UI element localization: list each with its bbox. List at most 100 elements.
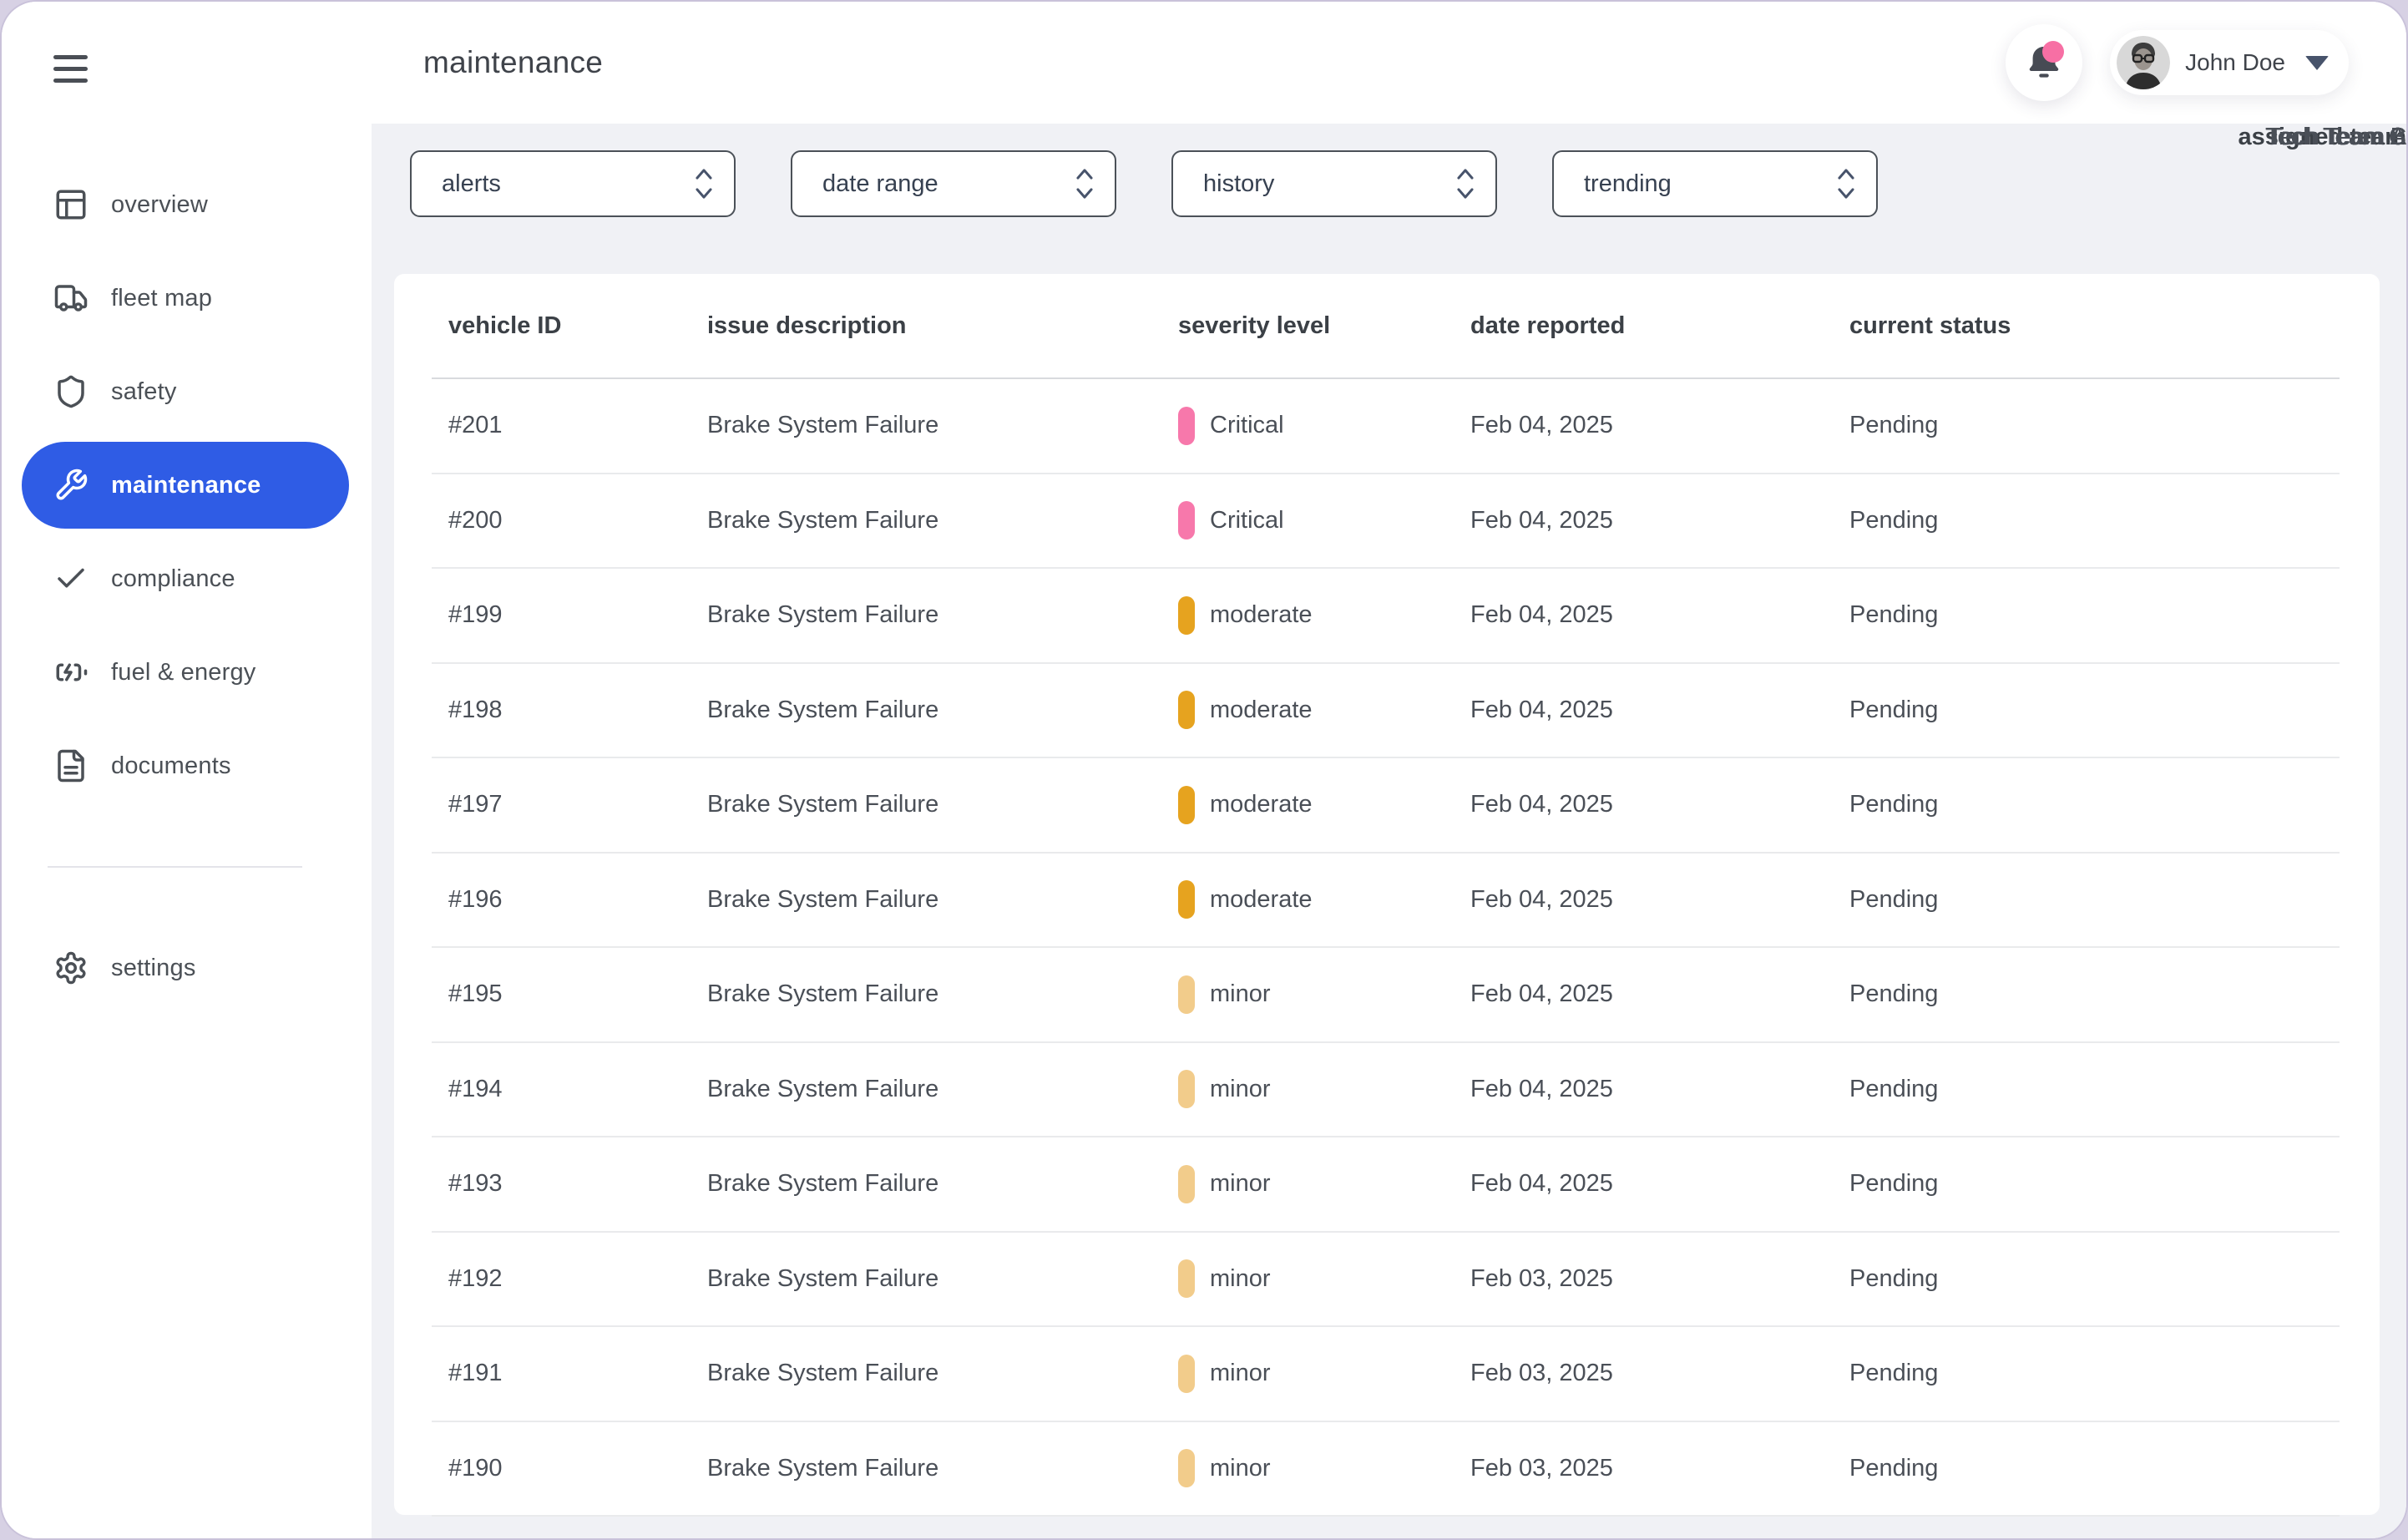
sidebar-item-label: maintenance	[111, 471, 261, 499]
column-header-issue: issue description	[707, 312, 907, 339]
date-cell: Feb 04, 2025	[1470, 885, 1613, 913]
table-row[interactable]: #198 Brake System Failure moderate Feb 0…	[432, 124, 2406, 758]
severity-label: Critical	[1210, 506, 1284, 534]
date-cell: Feb 04, 2025	[1470, 601, 1613, 629]
issue-cell: Brake System Failure	[707, 980, 939, 1008]
table-row[interactable]: #197 Brake System Failure moderate Feb 0…	[432, 124, 2406, 854]
date-cell: Feb 04, 2025	[1470, 980, 1613, 1008]
status-cell: Pending	[1849, 1454, 1939, 1482]
issue-cell: Brake System Failure	[707, 1170, 939, 1198]
severity-label: moderate	[1210, 791, 1313, 818]
sidebar-item-safety[interactable]: safety	[2, 348, 372, 435]
table-header-row: vehicle ID issue description severity le…	[432, 124, 2406, 379]
filter-select-date-range[interactable]: date range	[791, 150, 1116, 217]
team-cell: Tech Team C	[2265, 124, 2406, 150]
table-row[interactable]: #191 Brake System Failure minor Feb 03, …	[432, 124, 2406, 1422]
vehicle-id-cell: #196	[448, 885, 503, 913]
column-header-status: current status	[1849, 312, 2011, 339]
severity-pill	[1178, 1070, 1195, 1109]
user-menu[interactable]: John Doe	[2110, 30, 2349, 95]
severity-cell: minor	[1178, 1259, 1470, 1299]
sidebar-item-fuel-energy[interactable]: fuel & energy	[2, 629, 372, 716]
severity-cell: minor	[1178, 1449, 1470, 1488]
vehicle-id-cell: #201	[448, 412, 503, 439]
table-row[interactable]: #194 Brake System Failure minor Feb 04, …	[432, 124, 2406, 1137]
severity-pill	[1178, 1259, 1195, 1299]
severity-label: minor	[1210, 1264, 1271, 1292]
severity-label: moderate	[1210, 601, 1313, 629]
severity-label: minor	[1210, 980, 1271, 1008]
status-cell: Pending	[1849, 885, 1939, 913]
sidebar-nav: overview fleet map safety maintenance	[2, 161, 372, 816]
sidebar-item-maintenance[interactable]: maintenance	[22, 442, 349, 529]
severity-cell: minor	[1178, 1070, 1470, 1109]
sidebar-item-compliance[interactable]: compliance	[2, 535, 372, 622]
vehicle-id-cell: #195	[448, 980, 503, 1008]
vehicle-id-cell: #191	[448, 1360, 503, 1387]
filter-label: trending	[1584, 170, 1672, 197]
sidebar-item-label: safety	[111, 377, 177, 405]
issue-cell: Brake System Failure	[707, 412, 939, 439]
severity-cell: Critical	[1178, 501, 1470, 540]
status-cell: Pending	[1849, 506, 1939, 534]
sidebar-item-documents[interactable]: documents	[2, 722, 372, 809]
severity-label: minor	[1210, 1075, 1271, 1102]
team-cell: Tech Team A	[2268, 124, 2406, 150]
table-row[interactable]: #196 Brake System Failure moderate Feb 0…	[432, 124, 2406, 948]
chevron-up-down-icon	[1457, 169, 1474, 199]
date-cell: Feb 04, 2025	[1470, 696, 1613, 723]
layout-icon	[53, 187, 89, 222]
team-cell: Tech Team C	[2265, 124, 2406, 150]
filter-select-trending[interactable]: trending	[1552, 150, 1878, 217]
status-cell: Pending	[1849, 1170, 1939, 1198]
sidebar-item-overview[interactable]: overview	[2, 161, 372, 248]
status-cell: Pending	[1849, 791, 1939, 818]
status-cell: Pending	[1849, 601, 1939, 629]
sidebar-item-label: settings	[111, 954, 196, 981]
battery-charging-icon	[53, 655, 89, 690]
sidebar-item-label: fuel & energy	[111, 658, 256, 686]
table-row[interactable]: #201 Brake System Failure Critical Feb 0…	[432, 124, 2406, 474]
date-cell: Feb 04, 2025	[1470, 1170, 1613, 1198]
sidebar-item-fleet-map[interactable]: fleet map	[2, 255, 372, 342]
issue-cell: Brake System Failure	[707, 885, 939, 913]
column-header-date: date reported	[1470, 312, 1626, 339]
vehicle-id-cell: #190	[448, 1454, 503, 1482]
table-row[interactable]: #192 Brake System Failure minor Feb 03, …	[432, 124, 2406, 1327]
column-header-vehicle-id: vehicle ID	[448, 312, 562, 339]
table-row[interactable]: #200 Brake System Failure Critical Feb 0…	[432, 124, 2406, 569]
table-row[interactable]: #190 Brake System Failure minor Feb 03, …	[432, 124, 2406, 1517]
vehicle-id-cell: #197	[448, 791, 503, 818]
issue-cell: Brake System Failure	[707, 506, 939, 534]
shield-icon	[53, 374, 89, 409]
filter-select-alerts[interactable]: alerts	[410, 150, 736, 217]
status-cell: Pending	[1849, 1360, 1939, 1387]
table-row[interactable]: #193 Brake System Failure minor Feb 04, …	[432, 124, 2406, 1233]
sidebar-divider	[48, 866, 302, 868]
team-cell: Tech Team B	[2266, 124, 2406, 150]
severity-pill	[1178, 1164, 1195, 1203]
filter-select-history[interactable]: history	[1171, 150, 1497, 217]
severity-label: minor	[1210, 1360, 1271, 1387]
sidebar: overview fleet map safety maintenance	[2, 2, 372, 1538]
truck-icon	[53, 281, 89, 316]
date-cell: Feb 04, 2025	[1470, 1075, 1613, 1102]
vehicle-id-cell: #192	[448, 1264, 503, 1292]
sidebar-item-settings[interactable]: settings	[2, 925, 372, 1011]
table-row[interactable]: #199 Brake System Failure moderate Feb 0…	[432, 124, 2406, 664]
status-cell: Pending	[1849, 1264, 1939, 1292]
table-row[interactable]: #195 Brake System Failure minor Feb 04, …	[432, 124, 2406, 1043]
team-cell: Tech Team C	[2265, 124, 2406, 150]
severity-pill	[1178, 785, 1195, 824]
issue-cell: Brake System Failure	[707, 601, 939, 629]
severity-pill	[1178, 1354, 1195, 1393]
chevron-down-icon	[2305, 55, 2329, 70]
issue-cell: Brake System Failure	[707, 791, 939, 818]
hamburger-menu-icon[interactable]	[53, 55, 88, 83]
status-cell: Pending	[1849, 980, 1939, 1008]
check-icon	[53, 561, 89, 596]
chevron-up-down-icon	[696, 169, 712, 199]
notifications-button[interactable]	[2006, 24, 2083, 101]
severity-label: Critical	[1210, 412, 1284, 439]
